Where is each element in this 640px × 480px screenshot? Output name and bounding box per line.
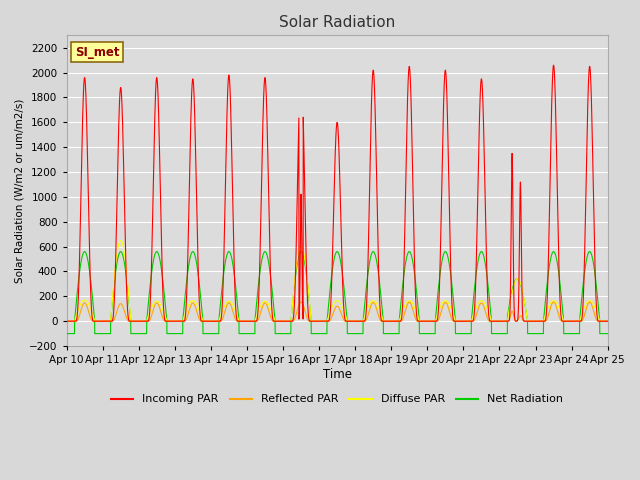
Legend: Incoming PAR, Reflected PAR, Diffuse PAR, Net Radiation: Incoming PAR, Reflected PAR, Diffuse PAR… <box>107 390 568 409</box>
X-axis label: Time: Time <box>323 368 351 381</box>
Title: Solar Radiation: Solar Radiation <box>279 15 396 30</box>
Text: SI_met: SI_met <box>75 46 119 59</box>
Y-axis label: Solar Radiation (W/m2 or um/m2/s): Solar Radiation (W/m2 or um/m2/s) <box>15 98 25 283</box>
